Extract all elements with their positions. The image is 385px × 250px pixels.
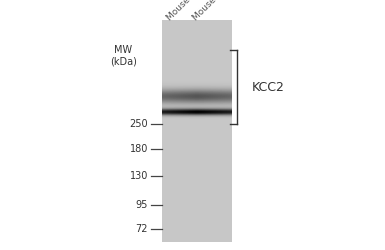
Text: Mouse liver: Mouse liver xyxy=(191,0,234,22)
Text: MW
(kDa): MW (kDa) xyxy=(110,45,137,66)
Text: 250: 250 xyxy=(129,119,148,129)
Text: 130: 130 xyxy=(129,171,148,181)
Text: 95: 95 xyxy=(136,200,148,210)
Text: Mouse cerebellum: Mouse cerebellum xyxy=(165,0,230,22)
Text: 180: 180 xyxy=(129,144,148,154)
Text: 72: 72 xyxy=(136,224,148,234)
Text: KCC2: KCC2 xyxy=(252,81,285,94)
